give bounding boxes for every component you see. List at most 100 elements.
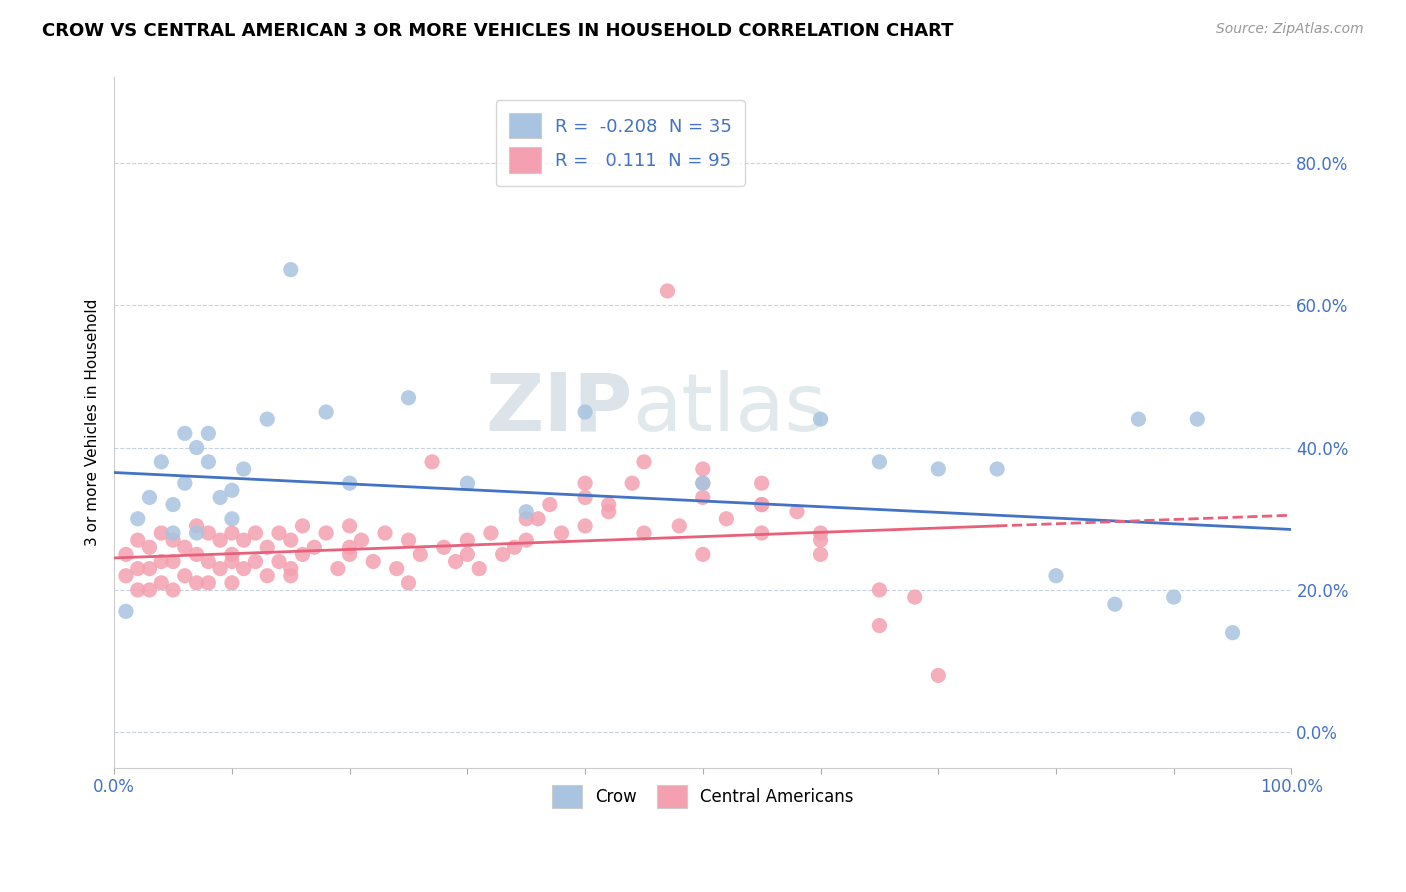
Point	[221, 512, 243, 526]
Point	[904, 590, 927, 604]
Point	[280, 262, 302, 277]
Point	[692, 462, 714, 476]
Point	[197, 554, 219, 568]
Point	[409, 548, 432, 562]
Point	[810, 412, 832, 426]
Point	[209, 491, 232, 505]
Point	[810, 548, 832, 562]
Point	[621, 476, 644, 491]
Point	[692, 548, 714, 562]
Point	[868, 618, 890, 632]
Point	[221, 548, 243, 562]
Point	[245, 554, 267, 568]
Point	[574, 519, 596, 533]
Point	[162, 554, 184, 568]
Point	[751, 498, 773, 512]
Point	[468, 561, 491, 575]
Point	[232, 533, 254, 548]
Point	[574, 405, 596, 419]
Text: atlas: atlas	[633, 370, 827, 448]
Point	[1104, 597, 1126, 611]
Point	[256, 412, 278, 426]
Point	[515, 505, 537, 519]
Point	[515, 533, 537, 548]
Point	[657, 284, 679, 298]
Point	[150, 526, 173, 541]
Point	[115, 568, 138, 582]
Point	[751, 498, 773, 512]
Point	[433, 541, 456, 555]
Point	[315, 526, 337, 541]
Point	[786, 505, 808, 519]
Point	[868, 582, 890, 597]
Point	[633, 455, 655, 469]
Point	[927, 462, 949, 476]
Point	[574, 491, 596, 505]
Point	[267, 554, 290, 568]
Point	[173, 568, 195, 582]
Point	[186, 575, 208, 590]
Point	[692, 491, 714, 505]
Point	[420, 455, 443, 469]
Point	[267, 526, 290, 541]
Point	[492, 548, 515, 562]
Point	[385, 561, 408, 575]
Point	[127, 533, 149, 548]
Point	[326, 561, 349, 575]
Point	[1045, 568, 1067, 582]
Point	[291, 548, 314, 562]
Point	[150, 554, 173, 568]
Point	[574, 476, 596, 491]
Point	[751, 526, 773, 541]
Point	[444, 554, 467, 568]
Point	[127, 512, 149, 526]
Point	[398, 575, 420, 590]
Point	[245, 526, 267, 541]
Point	[986, 462, 1008, 476]
Point	[162, 582, 184, 597]
Point	[221, 526, 243, 541]
Point	[162, 533, 184, 548]
Point	[173, 426, 195, 441]
Point	[115, 604, 138, 618]
Point	[221, 575, 243, 590]
Point	[633, 526, 655, 541]
Point	[162, 526, 184, 541]
Point	[868, 455, 890, 469]
Point	[221, 483, 243, 498]
Point	[150, 455, 173, 469]
Point	[456, 476, 478, 491]
Point	[479, 526, 502, 541]
Point	[1222, 625, 1244, 640]
Text: ZIP: ZIP	[485, 370, 633, 448]
Point	[339, 476, 361, 491]
Point	[115, 548, 138, 562]
Point	[339, 519, 361, 533]
Point	[374, 526, 396, 541]
Point	[716, 512, 738, 526]
Point	[304, 541, 326, 555]
Point	[197, 455, 219, 469]
Point	[398, 391, 420, 405]
Point	[350, 533, 373, 548]
Point	[1187, 412, 1209, 426]
Point	[280, 533, 302, 548]
Point	[668, 519, 690, 533]
Point	[127, 582, 149, 597]
Point	[127, 561, 149, 575]
Point	[186, 548, 208, 562]
Point	[138, 541, 160, 555]
Point	[550, 526, 572, 541]
Point	[232, 561, 254, 575]
Point	[186, 441, 208, 455]
Point	[138, 582, 160, 597]
Point	[197, 526, 219, 541]
Point	[138, 491, 160, 505]
Point	[692, 476, 714, 491]
Point	[173, 476, 195, 491]
Point	[810, 533, 832, 548]
Point	[256, 568, 278, 582]
Point	[598, 498, 620, 512]
Point	[280, 568, 302, 582]
Point	[138, 561, 160, 575]
